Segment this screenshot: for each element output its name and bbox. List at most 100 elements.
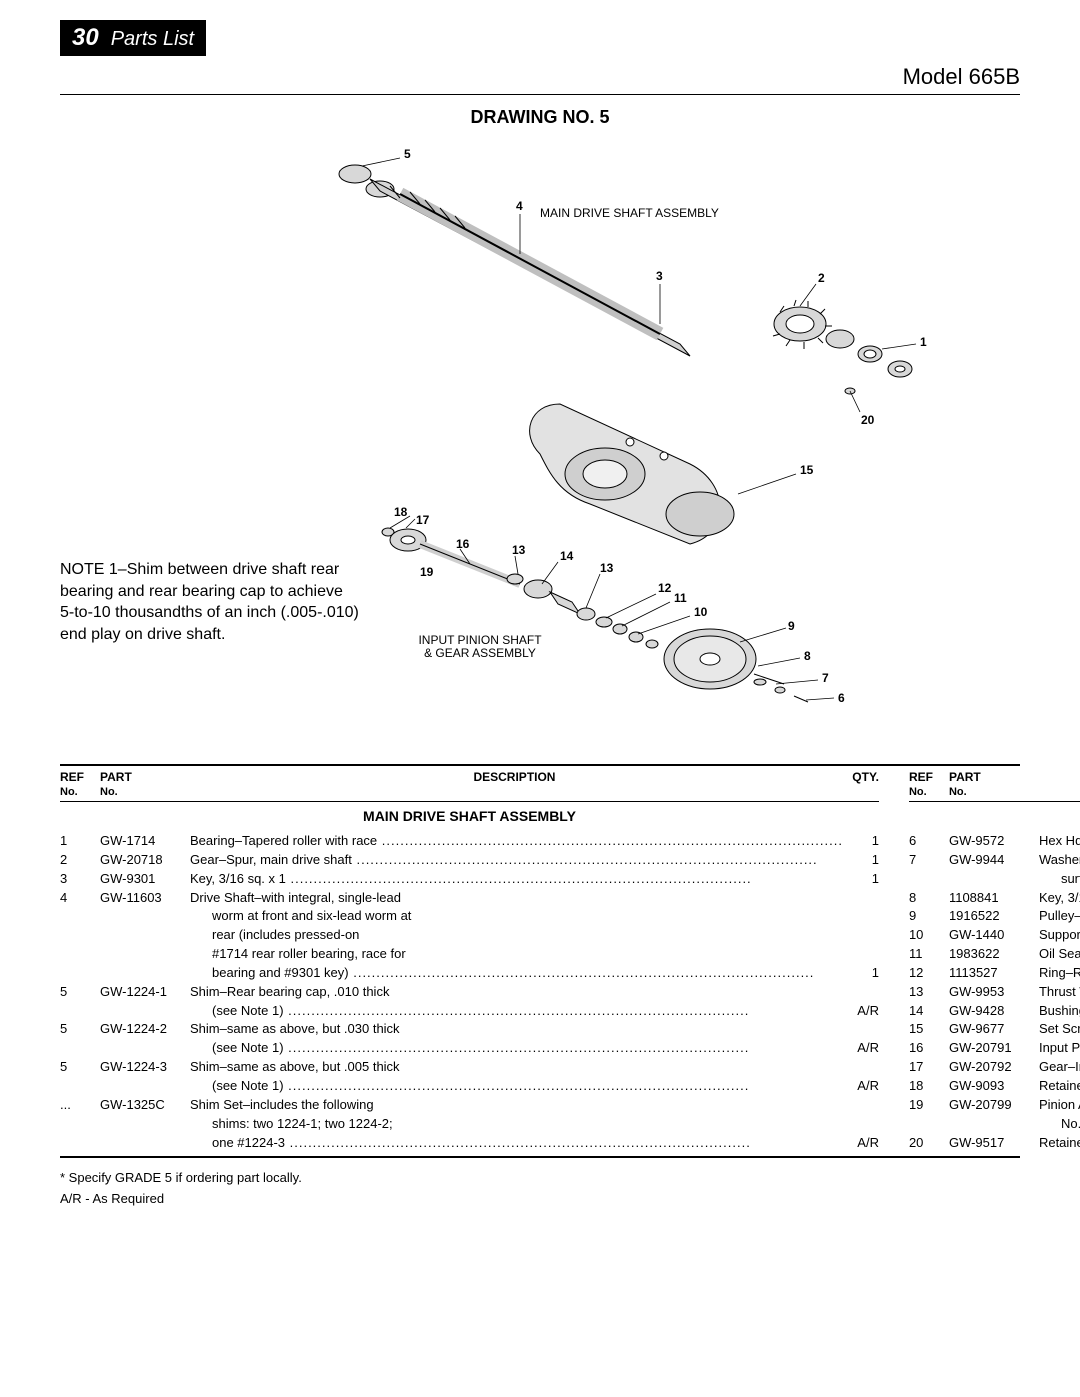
cell-qty: A/R — [843, 1039, 879, 1058]
cell-desc: Bearing–Tapered roller with race — [190, 832, 843, 851]
svg-text:13: 13 — [600, 561, 614, 575]
svg-text:11: 11 — [674, 591, 687, 605]
table-row: surface faces pulley)1 — [909, 870, 1080, 889]
table-row: #1714 rear roller bearing, race for — [60, 945, 879, 964]
cell-desc: Thrust Washer — [1039, 983, 1080, 1002]
cell-desc: one #1224-3 — [190, 1134, 843, 1153]
cell-ref: 3 — [60, 870, 100, 889]
cell-ref: 10 — [909, 926, 949, 945]
cell-part: GW-9953 — [949, 983, 1039, 1002]
th-part-sub: No. — [949, 786, 967, 798]
cell-desc: Retainer–Snap ring, internal — [1039, 1134, 1080, 1153]
parts-tables: REFNo. PARTNo. DESCRIPTION QTY. MAIN DRI… — [60, 764, 1020, 1158]
cell-ref: 14 — [909, 1002, 949, 1021]
svg-text:6: 6 — [838, 691, 845, 705]
left-rows: 1GW-1714Bearing–Tapered roller with race… — [60, 832, 879, 1152]
table-row: 121113527Ring–Retaining (snap ring), ext… — [909, 964, 1080, 983]
table-row: 13GW-9953Thrust Washer2 — [909, 983, 1080, 1002]
cell-ref: 19 — [909, 1096, 949, 1115]
table-row: 20GW-9517Retainer–Snap ring, internal1 — [909, 1134, 1080, 1153]
cell-desc: Key, 3/16 sq. x 1-1/2 — [1039, 889, 1080, 908]
th-qty: QTY. — [839, 770, 879, 798]
model-label: Model 665B — [60, 64, 1020, 95]
svg-text:2: 2 — [818, 271, 825, 285]
th-desc: DESCRIPTION — [1039, 770, 1080, 798]
cell-part: GW-9301 — [100, 870, 190, 889]
left-assy-title: MAIN DRIVE SHAFT ASSEMBLY — [60, 808, 879, 824]
drawing-title: DRAWING NO. 5 — [60, 107, 1020, 128]
cell-ref: 20 — [909, 1134, 949, 1153]
table-row: 14GW-9428Bushing1 — [909, 1002, 1080, 1021]
table-row: 5GW-1224-2Shim–same as above, but .030 t… — [60, 1020, 879, 1039]
cell-ref: 8 — [909, 889, 949, 908]
cell-ref: 12 — [909, 964, 949, 983]
footnote-ar: A/R - As Required — [60, 1189, 1020, 1210]
svg-text:1: 1 — [920, 335, 927, 349]
svg-text:4: 4 — [516, 199, 523, 213]
table-row: shims: two 1224-1; two 1224-2; — [60, 1115, 879, 1134]
cell-part: GW-11603 — [100, 889, 190, 908]
cell-desc: Pulley–Transmission drive — [1039, 907, 1080, 926]
cell-part: GW-9944 — [949, 851, 1039, 870]
svg-text:5: 5 — [404, 147, 411, 161]
table-row: 10GW-1440Support Washer1 — [909, 926, 1080, 945]
svg-text:10: 10 — [694, 605, 708, 619]
cell-qty: 1 — [843, 832, 879, 851]
cell-desc: (see Note 1) — [190, 1039, 843, 1058]
svg-text:17: 17 — [416, 513, 430, 527]
th-ref: REF — [60, 770, 84, 784]
cell-desc: Ring–Retaining (snap ring), external — [1039, 964, 1080, 983]
cell-qty: A/R — [843, 1002, 879, 1021]
cell-desc: Bushing — [1039, 1002, 1080, 1021]
table-row: worm at front and six-lead worm at — [60, 907, 879, 926]
cell-ref: 17 — [909, 1058, 949, 1077]
cell-part: GW-20718 — [100, 851, 190, 870]
table-row: 15GW-9677Set Screw, 5/16-18 x 3/8*1 — [909, 1020, 1080, 1039]
cell-desc: shims: two 1224-1; two 1224-2; — [190, 1115, 843, 1134]
cell-desc: rear (includes pressed-on — [190, 926, 843, 945]
cell-desc: bearing and #9301 key) — [190, 964, 843, 983]
cell-ref: 16 — [909, 1039, 949, 1058]
cell-ref: 5 — [60, 983, 100, 1002]
table-row: (see Note 1)A/R — [60, 1039, 879, 1058]
cell-desc: Washer–Disc spring (concave — [1039, 851, 1080, 870]
table-row: rear (includes pressed-on — [60, 926, 879, 945]
cell-desc: #1714 rear roller bearing, race for — [190, 945, 843, 964]
cell-part: GW-1224-2 — [100, 1020, 190, 1039]
th-ref-sub: No. — [909, 786, 927, 798]
cell-part: GW-9093 — [949, 1077, 1039, 1096]
cell-part: 1983622 — [949, 945, 1039, 964]
table-row: one #1224-3A/R — [60, 1134, 879, 1153]
cell-ref: 2 — [60, 851, 100, 870]
table-row: 5GW-1224-3Shim–same as above, but .005 t… — [60, 1058, 879, 1077]
cell-part: GW-1440 — [949, 926, 1039, 945]
table-header-row: REFNo. PARTNo. DESCRIPTION QTY. — [60, 770, 879, 802]
diagram-svg: 5 4 3 2 1 20 15 18 17 16 19 13 14 13 12 … — [260, 144, 980, 734]
table-row: (see Note 1)A/R — [60, 1077, 879, 1096]
footnotes: * Specify GRADE 5 if ordering part local… — [60, 1168, 1020, 1210]
footnote-grade: * Specify GRADE 5 if ordering part local… — [60, 1168, 1020, 1189]
table-row: 1GW-1714Bearing–Tapered roller with race… — [60, 832, 879, 851]
table-row: 91916522Pulley–Transmission drive1 — [909, 907, 1080, 926]
cell-desc: Oil Seal–Input pinion shaft, front — [1039, 945, 1080, 964]
th-part: PART — [100, 770, 132, 784]
left-table: REFNo. PARTNo. DESCRIPTION QTY. MAIN DRI… — [60, 770, 879, 1152]
svg-text:15: 15 — [800, 463, 814, 477]
svg-text:14: 14 — [560, 549, 574, 563]
right-assy-title: INPUT PINION SHAFT & GEAR ASSEMBLY — [909, 808, 1080, 824]
cell-qty: 1 — [843, 964, 879, 983]
cell-ref: 13 — [909, 983, 949, 1002]
cell-qty: A/R — [843, 1077, 879, 1096]
cell-desc: Gear–Input pinion — [1039, 1058, 1080, 1077]
svg-text:7: 7 — [822, 671, 829, 685]
cell-desc: Support Washer — [1039, 926, 1080, 945]
table-row: 81108841Key, 3/16 sq. x 1-1/21 — [909, 889, 1080, 908]
svg-text:9: 9 — [788, 619, 795, 633]
svg-text:3: 3 — [656, 269, 663, 283]
table-row: 5GW-1224-1Shim–Rear bearing cap, .010 th… — [60, 983, 879, 1002]
cell-desc: Key, 3/16 sq. x 1 — [190, 870, 843, 889]
cell-part: 1113527 — [949, 964, 1039, 983]
th-ref: REF — [909, 770, 933, 784]
cell-desc: Shim Set–includes the following — [190, 1096, 843, 1115]
th-desc: DESCRIPTION — [190, 770, 839, 798]
